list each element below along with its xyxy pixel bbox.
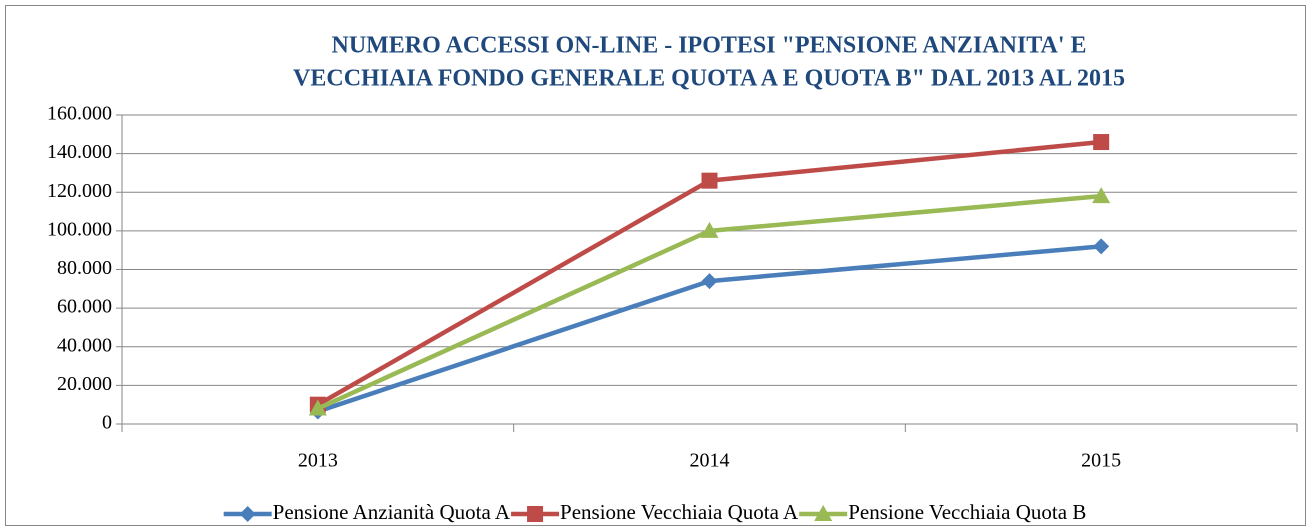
marker xyxy=(308,399,327,416)
marker xyxy=(701,273,718,290)
chart-title: VECCHIAIA FONDO GENERALE QUOTA A E QUOTA… xyxy=(293,66,1125,92)
y-tick-label: 160.000 xyxy=(47,103,112,125)
legend-label: Pensione Anzianità Quota A xyxy=(273,500,511,524)
marker xyxy=(1093,134,1110,151)
legend-marker xyxy=(814,505,833,521)
y-tick-label: 100.000 xyxy=(47,218,112,240)
x-tick-label: 2014 xyxy=(690,450,730,472)
y-tick-label: 20.000 xyxy=(57,373,112,395)
x-tick-label: 2015 xyxy=(1081,450,1121,472)
y-tick-label: 40.000 xyxy=(57,334,112,356)
y-tick-label: 140.000 xyxy=(47,141,112,163)
legend-label: Pensione Vecchiaia Quota A xyxy=(560,500,799,524)
y-tick-label: 0 xyxy=(102,412,112,434)
y-tick-label: 120.000 xyxy=(47,180,112,202)
chart-border xyxy=(5,5,1306,526)
x-tick-label: 2013 xyxy=(298,450,338,472)
legend-label: Pensione Vecchiaia Quota B xyxy=(848,500,1086,524)
chart-title: NUMERO ACCESSI ON-LINE - IPOTESI "PENSIO… xyxy=(331,33,1086,59)
legend-marker xyxy=(239,506,256,522)
marker xyxy=(1092,187,1111,204)
legend-marker xyxy=(527,506,544,522)
legend: Pensione Anzianità Quota A Pensione Vecch… xyxy=(223,500,1086,524)
y-tick-label: 60.000 xyxy=(57,296,112,318)
marker xyxy=(1093,238,1110,255)
marker xyxy=(701,172,718,189)
marker xyxy=(700,221,719,238)
y-tick-label: 80.000 xyxy=(57,257,112,279)
